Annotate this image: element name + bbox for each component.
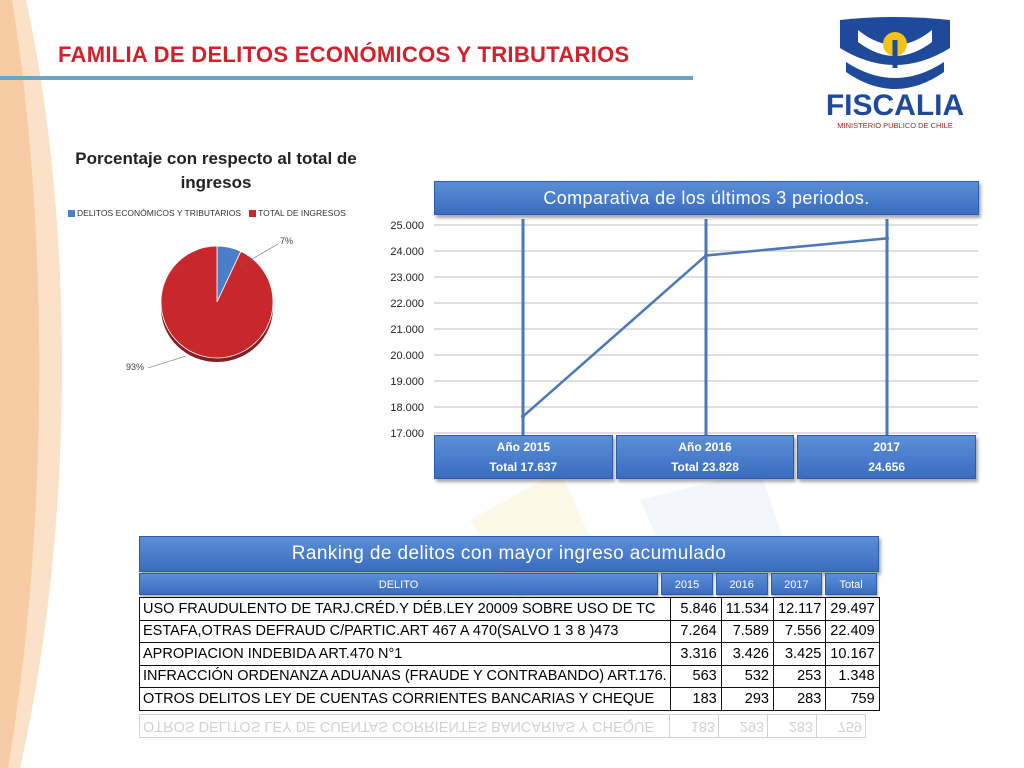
comparison-header: Comparativa de los últimos 3 periodos. (434, 181, 979, 215)
column-header-2017: 2017 (770, 573, 823, 595)
period-2015: Año 2015 Total 17.637 (434, 435, 613, 479)
cell-value: 563 (669, 664, 722, 688)
period-label: Año 2015 (496, 440, 551, 454)
cell-value: 3.426 (720, 642, 775, 666)
title-underline (0, 76, 693, 80)
table-reflection: OTROS DELITOS LEY DE CUENTAS CORRIENTES … (139, 708, 866, 738)
y-tick-label: 22.000 (390, 298, 424, 310)
table-row: USO FRAUDULENTO DE TARJ.CRÉD.Y DÉB.LEY 2… (139, 597, 880, 621)
y-tick-label: 24.000 (390, 246, 424, 258)
cell-value: 3.316 (669, 642, 722, 666)
reflection-cell: 293 (718, 715, 768, 738)
line-chart: 17.000 18.000 19.000 20.000 21.000 22.000 23.0… (390, 219, 978, 440)
y-tick-label: 19.000 (390, 376, 424, 388)
pie-slice-total (160, 245, 274, 359)
cell-value: 10.167 (825, 642, 880, 666)
legend-label: DELITOS ECONÓMICOS Y TRIBUTARIOS (77, 208, 242, 218)
cell-value: 22.409 (825, 619, 880, 643)
column-header-delito: DELITO (139, 573, 659, 595)
reflection-cell: 759 (816, 715, 866, 738)
y-tick-label: 17.000 (390, 428, 424, 440)
period-total: Total 17.637 (489, 460, 558, 474)
pie-label-total: 93% (126, 362, 144, 372)
reflection-cell: 183 (669, 715, 719, 738)
pie-legend: DELITOS ECONÓMICOS Y TRIBUTARIOS TOTAL D… (68, 208, 346, 218)
period-boxes: Año 2015 Total 17.637 Año 2016 Total 23.… (434, 435, 977, 479)
svg-text:MINISTERIO PUBLICO DE CHILE: MINISTERIO PUBLICO DE CHILE (837, 121, 952, 130)
y-tick-label: 20.000 (390, 350, 424, 362)
period-total: Total 23.828 (671, 460, 739, 474)
table-row: ESTAFA,OTRAS DEFRAUD C/PARTIC.ART 467 A … (139, 619, 880, 643)
period-total: 24.656 (868, 460, 906, 474)
cell-value: 5.846 (669, 597, 722, 621)
legend-item-delitos: DELITOS ECONÓMICOS Y TRIBUTARIOS (68, 208, 241, 218)
legend-label: TOTAL DE INGRESOS (258, 208, 346, 218)
pie-chart: 7% 93% (126, 236, 293, 372)
label-leader-line (147, 355, 187, 369)
column-header-2016: 2016 (715, 573, 768, 595)
period-label: 2017 (873, 440, 901, 454)
data-point (521, 414, 525, 419)
cell-delito: INFRACCIÓN ORDENANZA ADUANAS (FRAUDE Y C… (139, 664, 671, 688)
y-tick-label: 23.000 (390, 272, 424, 284)
cell-value: 759 (825, 687, 880, 711)
table-row: INFRACCIÓN ORDENANZA ADUANAS (FRAUDE Y C… (139, 664, 880, 688)
pie-chart-title: Porcentaje con respecto al total de ingr… (75, 149, 357, 192)
reflection-row: OTROS DELITOS LEY DE CUENTAS CORRIENTES … (139, 715, 866, 738)
period-2016: Año 2016 Total 23.828 (615, 435, 795, 479)
page-title: FAMILIA DE DELITOS ECONÓMICOS Y TRIBUTAR… (58, 42, 630, 67)
reflection-cell: 283 (767, 715, 817, 738)
ranking-table: USO FRAUDULENTO DE TARJ.CRÉD.Y DÉB.LEY 2… (139, 597, 880, 711)
legend-item-total: TOTAL DE INGRESOS (249, 208, 346, 218)
y-tick-label: 18.000 (390, 402, 424, 414)
cell-value: 283 (772, 687, 827, 711)
cell-value: 12.117 (772, 597, 827, 621)
cell-delito: USO FRAUDULENTO DE TARJ.CRÉD.Y DÉB.LEY 2… (139, 597, 671, 621)
cell-value: 29.497 (825, 597, 880, 621)
cell-value: 532 (720, 664, 775, 688)
cell-delito: APROPIACION INDEBIDA ART.470 N°1 (139, 642, 671, 666)
y-tick-label: 21.000 (390, 324, 424, 336)
cell-value: 7.264 (669, 619, 722, 643)
reflection-cell: OTROS DELITOS LEY DE CUENTAS CORRIENTES … (139, 715, 670, 738)
cell-value: 7.589 (720, 619, 775, 643)
cell-value: 293 (720, 687, 775, 711)
y-tick-label: 25.000 (390, 220, 424, 232)
fiscalia-logo: FISCALIA MINISTERIO PUBLICO DE CHILE (826, 17, 964, 130)
pie-label-delitos: 7% (280, 236, 293, 246)
table-row: APROPIACION INDEBIDA ART.470 N°1 3.316 3.4… (139, 642, 880, 666)
data-point (885, 236, 889, 241)
column-header-total: Total (825, 573, 877, 595)
cell-value: 3.425 (772, 642, 827, 666)
column-header-2015: 2015 (661, 573, 713, 595)
cell-value: 183 (669, 687, 722, 711)
cell-delito: OTROS DELITOS LEY DE CUENTAS CORRIENTES … (139, 687, 671, 711)
cell-value: 11.534 (720, 597, 775, 621)
svg-text:FISCALIA: FISCALIA (826, 89, 964, 122)
cell-delito: ESTAFA,OTRAS DEFRAUD C/PARTIC.ART 467 A … (139, 619, 671, 643)
label-leader-line (239, 243, 279, 267)
table-row: OTROS DELITOS LEY DE CUENTAS CORRIENTES … (139, 687, 880, 711)
table-header-row: DELITO 2015 2016 2017 Total (139, 573, 877, 595)
period-2017: 2017 24.656 (797, 435, 977, 479)
cell-value: 253 (772, 664, 827, 688)
cell-value: 1.348 (825, 664, 880, 688)
data-point (704, 253, 708, 258)
period-label: Año 2016 (678, 440, 732, 454)
ranking-header: Ranking de delitos con mayor ingreso acu… (139, 536, 879, 572)
cell-value: 7.556 (772, 619, 827, 643)
